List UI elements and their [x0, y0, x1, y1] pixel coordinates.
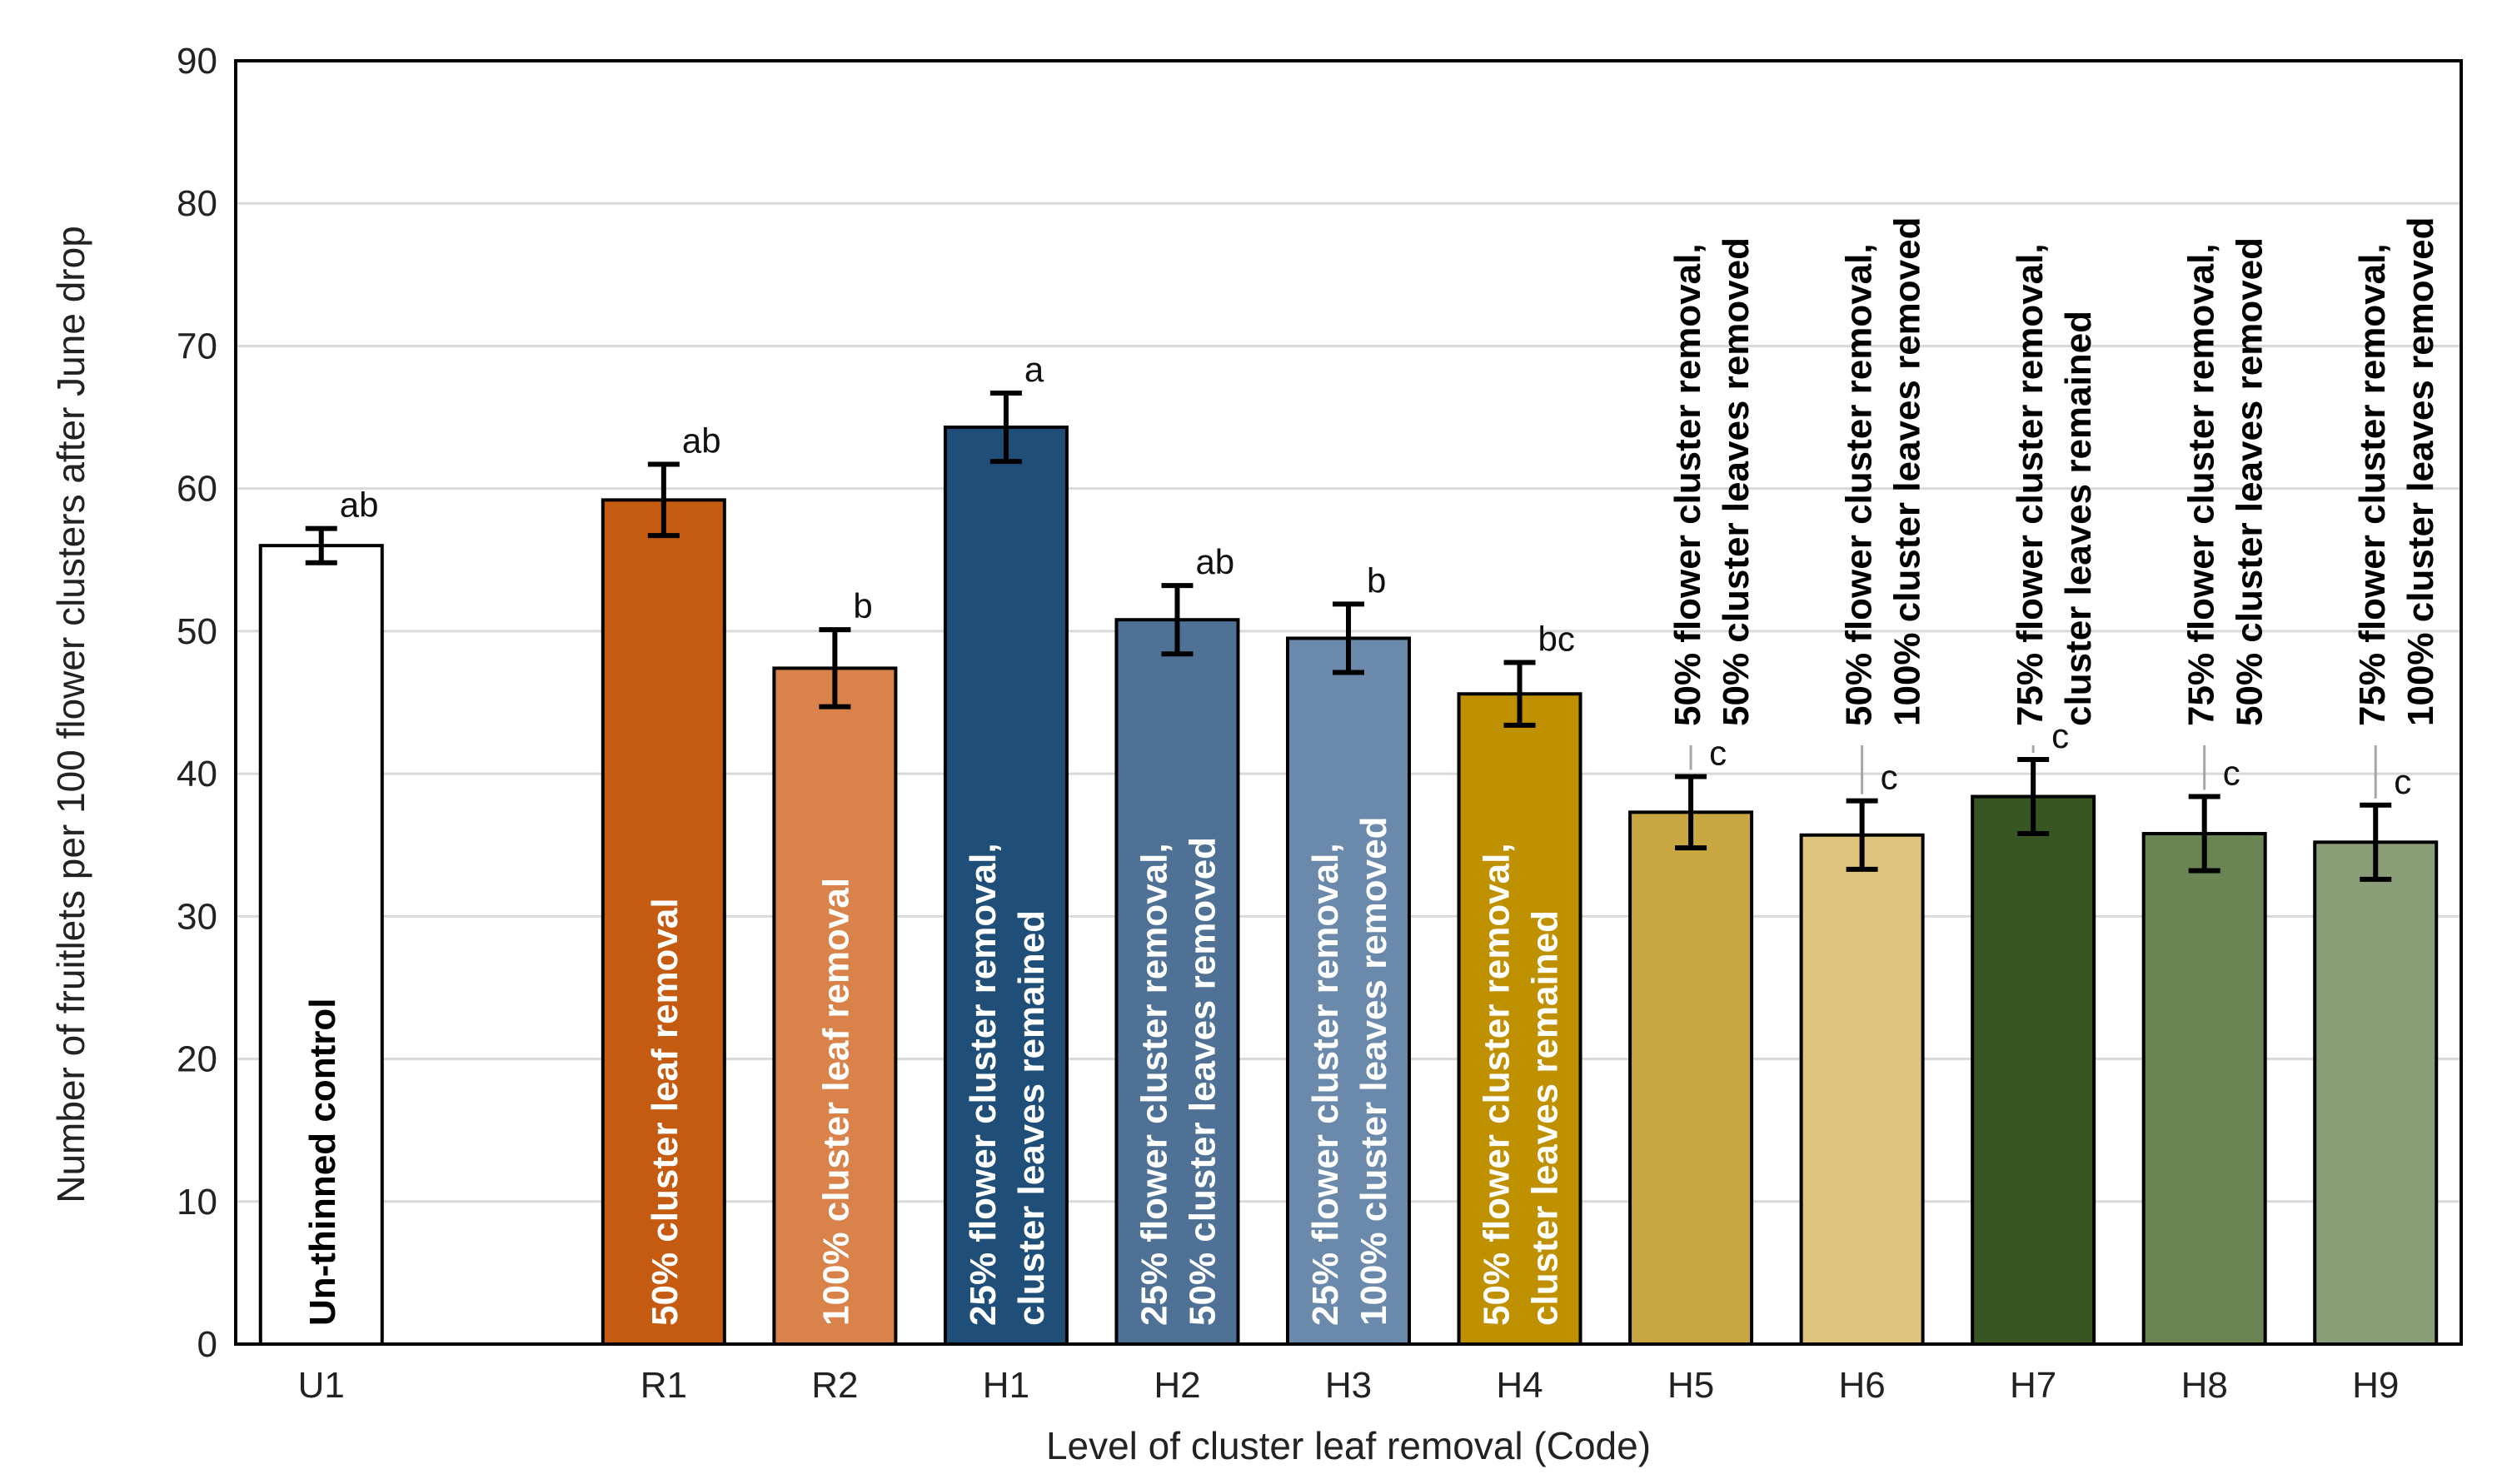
- x-tick-label: H1: [983, 1365, 1029, 1406]
- y-tick-label: 60: [177, 469, 217, 510]
- x-axis-ticks: U1 R1 R2 H1 H2 H3 H4 H5 H6 H7 H8 H9: [298, 1365, 2400, 1406]
- error-bar: [2360, 802, 2392, 882]
- bar-label: 100% cluster leaves removed: [1887, 217, 1928, 727]
- y-tick-label: 0: [197, 1324, 217, 1365]
- bar-label: 75% flower cluster removal,: [2352, 243, 2393, 726]
- bar-label: Un-thinned control: [302, 998, 343, 1327]
- x-axis-title: Level of cluster leaf removal (Code): [1046, 1424, 1651, 1467]
- error-bar: [2188, 794, 2220, 874]
- bar: [772, 666, 898, 1346]
- significance-letter: a: [1024, 350, 1044, 389]
- bar: [601, 498, 726, 1346]
- bar: [1971, 794, 2096, 1346]
- error-bar: [647, 461, 680, 539]
- significance-letter: ab: [340, 486, 379, 525]
- significance-letter: c: [2051, 716, 2069, 755]
- bar-label: 75% flower cluster removal,: [2010, 243, 2051, 726]
- error-bar: [1333, 601, 1364, 675]
- bar-label: 50% flower cluster removal,: [1667, 243, 1708, 726]
- x-tick-label: H6: [1838, 1365, 1885, 1406]
- error-bar: [1503, 660, 1536, 728]
- bar: [258, 544, 384, 1346]
- bar-label: 100% cluster leaves removed: [1353, 817, 1394, 1327]
- bar-label: 75% flower cluster removal,: [2181, 243, 2222, 726]
- bar-label: cluster leaves remained: [1525, 910, 1566, 1326]
- y-tick-label: 40: [177, 754, 217, 794]
- bar-label: 50% cluster leaves removed: [1182, 837, 1223, 1326]
- x-tick-label: H3: [1325, 1365, 1372, 1406]
- x-tick-label: H9: [2352, 1365, 2399, 1406]
- bar: [1628, 810, 1754, 1346]
- bar-label: cluster leaves remained: [1011, 910, 1052, 1326]
- bar-label: 50% flower cluster removal,: [1839, 243, 1880, 726]
- y-tick-label: 30: [177, 896, 217, 937]
- bar-label: 100% cluster leaves removed: [2400, 217, 2441, 727]
- x-tick-label: H7: [2010, 1365, 2056, 1406]
- bar: [943, 426, 1069, 1346]
- bar: [1114, 618, 1240, 1346]
- significance-letter: bc: [1538, 620, 1575, 659]
- bar-label: 100% cluster leaf removal: [815, 878, 856, 1326]
- y-tick-label: 50: [177, 611, 217, 652]
- significance-letter: ab: [682, 421, 721, 461]
- bar-label: 25% flower cluster removal,: [1134, 843, 1174, 1326]
- error-bar: [2017, 756, 2050, 837]
- significance-letters: ab ab b a ab b bc c c c c c: [340, 350, 2411, 801]
- significance-letter: b: [853, 586, 872, 625]
- x-tick-label: H2: [1154, 1365, 1200, 1406]
- bar-label: 50% cluster leaves removed: [2230, 237, 2270, 726]
- significance-letter: b: [1367, 560, 1386, 600]
- y-axis-ticks: 0 10 20 30 40 50 60 70 80 90: [177, 41, 217, 1365]
- x-tick-label: H8: [2181, 1365, 2228, 1406]
- significance-letter: c: [2223, 754, 2240, 793]
- error-bar: [1161, 583, 1194, 657]
- x-tick-label: R1: [640, 1365, 687, 1406]
- y-tick-label: 70: [177, 326, 217, 366]
- y-tick-label: 90: [177, 41, 217, 82]
- x-tick-label: H5: [1667, 1365, 1714, 1406]
- x-tick-label: H4: [1496, 1365, 1543, 1406]
- bars: [258, 426, 2439, 1346]
- bar: [2313, 840, 2439, 1346]
- bar-label: 50% flower cluster removal,: [1477, 843, 1518, 1326]
- error-bar: [1675, 774, 1707, 851]
- error-bars: [305, 390, 2392, 882]
- y-tick-label: 10: [177, 1182, 217, 1223]
- bar-label: cluster leaves remained: [2058, 311, 2099, 726]
- x-tick-label: R2: [811, 1365, 858, 1406]
- significance-letter: c: [1709, 734, 1727, 773]
- significance-letter: c: [1881, 758, 1898, 797]
- bar: [2141, 832, 2267, 1346]
- y-tick-label: 80: [177, 183, 217, 224]
- bar-label: 50% cluster leaves removed: [1716, 237, 1757, 726]
- significance-letter: c: [2394, 762, 2411, 801]
- y-axis-title: Number of fruitlets per 100 flower clust…: [49, 226, 92, 1203]
- bar-label: 50% cluster leaf removal: [645, 898, 685, 1326]
- x-tick-label: U1: [298, 1365, 345, 1406]
- bar-label: 25% flower cluster removal,: [963, 843, 1004, 1326]
- bar-treatment-labels: Un-thinned control 50% cluster leaf remov…: [302, 217, 2441, 1327]
- error-bar: [305, 525, 337, 565]
- y-tick-label: 20: [177, 1039, 217, 1080]
- bar: [1799, 833, 1925, 1346]
- bar-label: 25% flower cluster removal,: [1305, 843, 1346, 1326]
- plot-area-border: [234, 59, 2463, 1346]
- error-bar: [989, 390, 1022, 465]
- error-bar: [819, 627, 851, 710]
- error-bar: [1846, 798, 1878, 872]
- significance-letter: ab: [1195, 542, 1234, 581]
